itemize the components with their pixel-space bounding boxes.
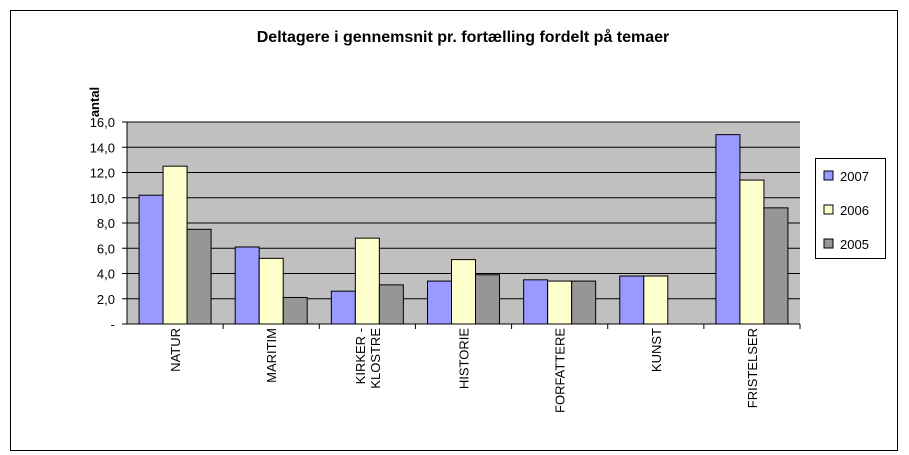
y-tick-label: - xyxy=(111,317,115,332)
bar xyxy=(619,275,645,325)
bar xyxy=(234,246,260,325)
bar xyxy=(475,274,500,325)
bar xyxy=(739,179,765,325)
bar xyxy=(715,134,741,325)
bar xyxy=(138,194,164,325)
chart-title: Deltagere i gennemsnit pr. fortælling fo… xyxy=(257,28,670,46)
x-tick-label: NATUR xyxy=(168,328,183,372)
bar xyxy=(330,290,356,325)
bar xyxy=(643,275,669,325)
x-tick-label: HISTORIE xyxy=(457,328,472,389)
x-tick-label: MARITIM xyxy=(264,328,279,383)
x-tick-label: FRISTELSER xyxy=(745,328,760,408)
y-tick-label: 14,0 xyxy=(90,140,115,155)
y-tick-label: 4,0 xyxy=(97,267,115,282)
y-tick-label: 16,0 xyxy=(90,115,115,130)
bar xyxy=(162,165,188,325)
legend-swatch xyxy=(823,204,834,215)
y-axis-label: antal xyxy=(87,87,102,117)
x-tick-label: KUNST xyxy=(649,328,664,372)
y-tick-label: 12,0 xyxy=(90,166,115,181)
x-tick-label: FORFATTERE xyxy=(553,328,568,413)
x-tick-label: KIRKER -KLOSTRE xyxy=(353,328,383,389)
y-tick-label: 6,0 xyxy=(97,241,115,256)
legend-label: 2007 xyxy=(840,169,869,184)
legend-swatch xyxy=(823,238,834,249)
bar xyxy=(282,296,308,325)
bar xyxy=(451,259,476,325)
y-tick-label: 10,0 xyxy=(90,191,115,206)
bar xyxy=(258,257,284,325)
bar xyxy=(571,280,597,325)
bar xyxy=(427,280,452,325)
bar xyxy=(378,284,404,325)
bar xyxy=(186,228,212,325)
y-tick-label: 8,0 xyxy=(97,216,115,231)
bar xyxy=(354,237,380,325)
bar xyxy=(547,280,573,325)
legend-label: 2005 xyxy=(840,237,869,252)
legend-label: 2006 xyxy=(840,203,869,218)
y-tick-label: 2,0 xyxy=(97,292,115,307)
bar xyxy=(763,207,789,325)
bar xyxy=(523,279,549,325)
legend-swatch xyxy=(823,170,834,181)
